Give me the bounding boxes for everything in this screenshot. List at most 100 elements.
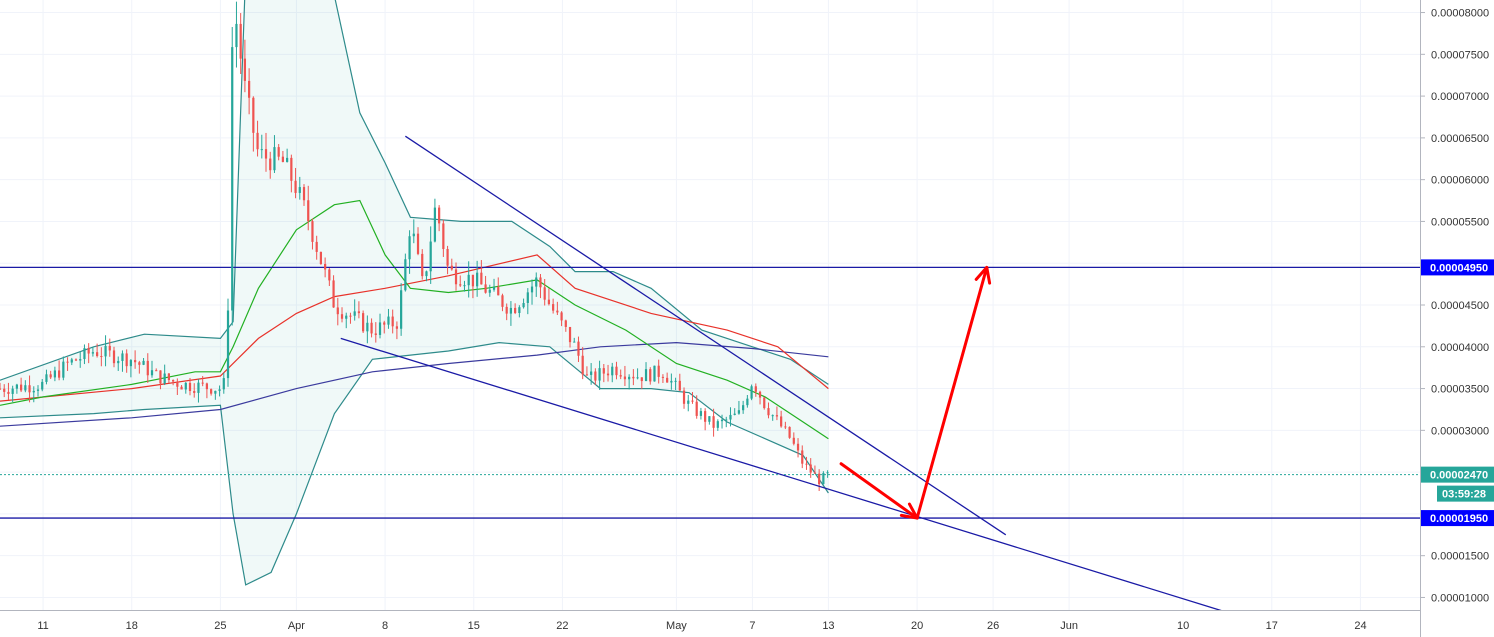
- candle-up: [530, 286, 534, 293]
- x-tick-label: 8: [382, 620, 388, 632]
- x-tick-label: 15: [468, 620, 480, 632]
- candle-down: [248, 80, 251, 98]
- candle-down: [446, 249, 449, 266]
- candle-down: [615, 366, 618, 376]
- x-tick-label: 17: [1266, 620, 1278, 632]
- candle-up: [53, 370, 57, 378]
- candle-up: [733, 413, 736, 415]
- candle-down: [74, 359, 78, 361]
- candle-up: [235, 23, 238, 48]
- candle-down: [585, 374, 589, 376]
- candle-down: [416, 233, 420, 254]
- x-tick-label: 10: [1177, 620, 1189, 632]
- candle-up: [298, 187, 301, 193]
- candle-up: [653, 365, 656, 382]
- candle-up: [628, 376, 631, 380]
- grid-layer: [0, 0, 1420, 610]
- candle-down: [0, 388, 2, 390]
- y-tick-label: 0.00003000: [1431, 425, 1489, 437]
- candle-down: [256, 132, 259, 150]
- candle-up: [522, 302, 525, 308]
- candle-down: [201, 382, 204, 384]
- candle-up: [260, 149, 263, 151]
- candle-down: [20, 384, 23, 391]
- x-tick-label: 13: [822, 620, 834, 632]
- candle-up: [433, 207, 437, 242]
- x-tick-label: 26: [987, 620, 999, 632]
- candle-down: [556, 310, 559, 313]
- y-tick-label: 0.00004000: [1431, 342, 1489, 354]
- candle-down: [210, 389, 213, 394]
- candle-down: [442, 223, 445, 250]
- candle-down: [391, 316, 394, 327]
- candle-up: [273, 147, 276, 171]
- y-tick-label: 0.00001500: [1431, 551, 1489, 563]
- candle-down: [784, 426, 787, 428]
- y-tick-label: 0.00007000: [1431, 91, 1489, 103]
- time-axis[interactable]: 11 18 25 Apr 8 15 22 May 7 13 20 26 Jun 10 17 24: [37, 620, 1366, 632]
- candle-down: [357, 311, 361, 314]
- bollinger-band-fill: [0, 0, 829, 585]
- level-price-label-bg: [1421, 510, 1494, 527]
- candle-down: [138, 362, 141, 365]
- y-tick-label: 0.00006000: [1431, 175, 1489, 187]
- candle-up: [644, 369, 648, 382]
- x-tick-label: 18: [126, 620, 138, 632]
- horizontal-levels: [0, 266, 1420, 519]
- candle-up: [822, 473, 825, 485]
- candle-down: [454, 269, 458, 285]
- candle-down: [383, 322, 386, 325]
- candle-down: [577, 341, 580, 356]
- trendline[interactable]: [404, 135, 1007, 536]
- candle-down: [594, 371, 597, 381]
- candle-down: [568, 326, 572, 343]
- candle-up: [121, 353, 124, 361]
- candle-down: [87, 348, 90, 354]
- arrow-line[interactable]: [915, 265, 989, 520]
- y-tick-label: 0.00007500: [1431, 49, 1489, 61]
- candle-up: [611, 366, 614, 376]
- candle-up: [674, 380, 677, 382]
- candle-up: [150, 370, 154, 376]
- candle-down: [780, 416, 783, 427]
- candle-up: [590, 371, 593, 375]
- candle-up: [62, 361, 65, 378]
- candle-down: [805, 463, 808, 465]
- candle-down: [176, 381, 179, 387]
- candle-down: [640, 377, 643, 382]
- candle-down: [666, 377, 669, 383]
- x-tick-label: 20: [911, 620, 923, 632]
- candle-down: [374, 333, 377, 335]
- x-tick-label: 25: [214, 620, 226, 632]
- candle-down: [332, 280, 335, 308]
- candle-down: [775, 415, 779, 417]
- trendline[interactable]: [340, 337, 1247, 618]
- candle-up: [746, 398, 749, 406]
- candle-up: [163, 373, 166, 384]
- candle-down: [514, 307, 517, 313]
- candle-down: [581, 355, 584, 375]
- candle-up: [226, 310, 230, 379]
- candle-down: [340, 314, 344, 319]
- candle-up: [79, 359, 82, 361]
- candle-down: [497, 286, 500, 296]
- candle-down: [809, 464, 812, 473]
- arrow-line[interactable]: [839, 462, 919, 520]
- candle-up: [222, 378, 225, 390]
- candle-down: [712, 416, 715, 428]
- candle-down: [277, 147, 280, 157]
- candle-down: [302, 187, 306, 201]
- candle-down: [180, 386, 183, 390]
- candle-up: [412, 233, 415, 237]
- plot-area[interactable]: [0, 0, 1420, 618]
- candle-down: [813, 472, 817, 474]
- candle-up: [24, 385, 27, 391]
- candle-up: [184, 382, 187, 390]
- candle-down: [661, 376, 665, 378]
- candle-up: [476, 272, 479, 287]
- x-tick-label: 22: [556, 620, 568, 632]
- candle-up: [750, 386, 753, 399]
- level-price-label: 0.00001950: [1430, 513, 1488, 525]
